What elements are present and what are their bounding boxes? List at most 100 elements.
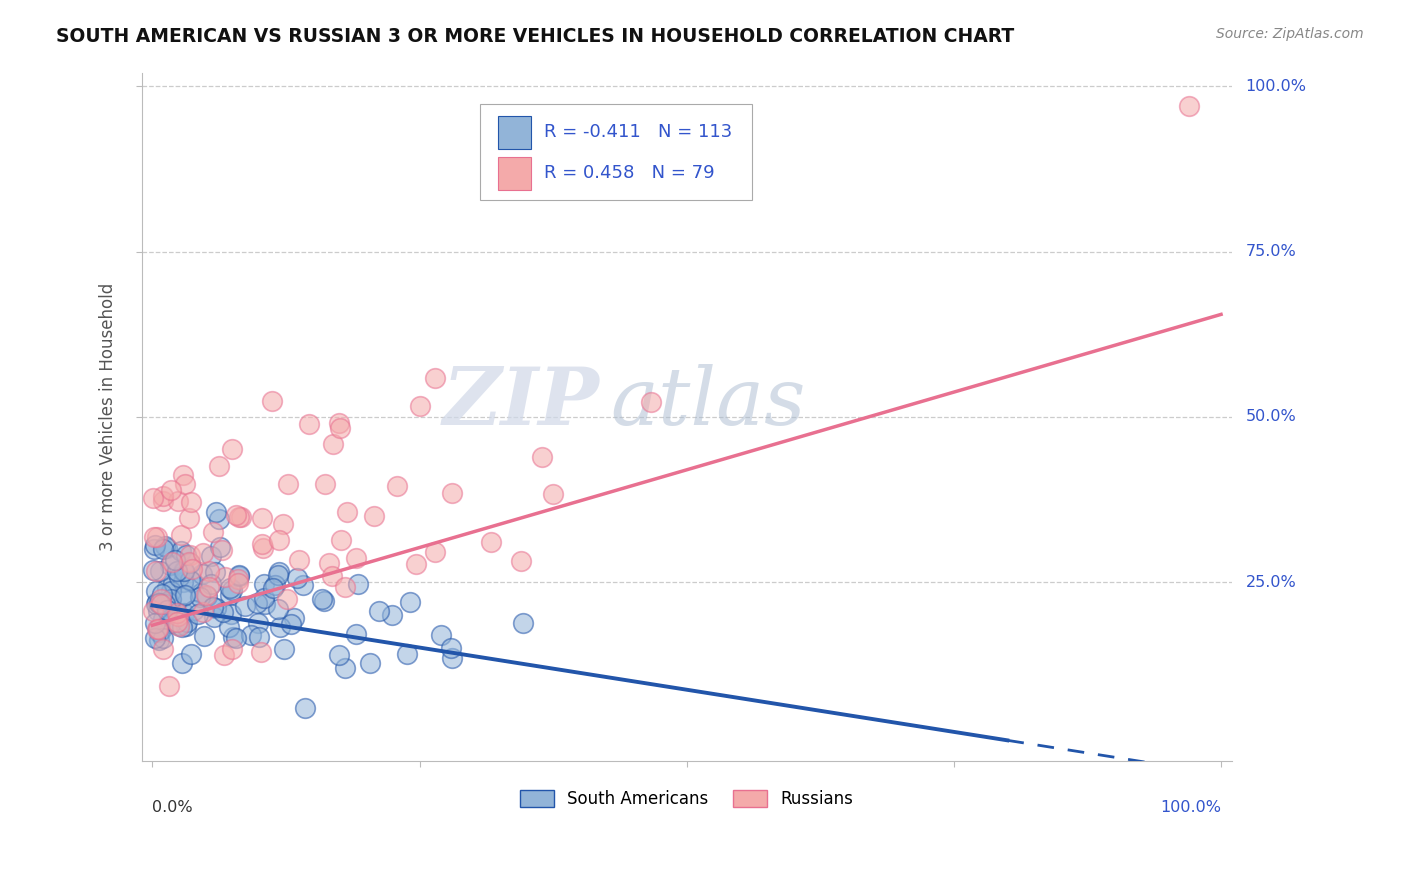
Point (479, 534, 502, 549)
Point (333, 661, 356, 675)
Point (146, 595, 169, 609)
Point (173, 606, 195, 620)
Point (157, 595, 180, 609)
Point (221, 583, 243, 598)
Point (285, 571, 308, 585)
Point (267, 602, 290, 616)
Point (318, 556, 340, 570)
Point (160, 555, 183, 569)
Point (335, 505, 357, 519)
Point (180, 647, 202, 661)
Point (208, 459, 231, 474)
Point (329, 421, 352, 435)
Point (143, 541, 166, 556)
Point (170, 620, 193, 634)
Text: Source: ZipAtlas.com: Source: ZipAtlas.com (1216, 27, 1364, 41)
Point (159, 599, 181, 614)
Point (159, 558, 181, 572)
Point (152, 631, 174, 645)
Point (170, 527, 193, 541)
Point (191, 605, 214, 619)
Point (145, 597, 167, 611)
Point (239, 628, 262, 642)
Text: SOUTH AMERICAN VS RUSSIAN 3 OR MORE VEHICLES IN HOUSEHOLD CORRELATION CHART: SOUTH AMERICAN VS RUSSIAN 3 OR MORE VEHI… (56, 27, 1015, 45)
Y-axis label: 3 or more Vehicles in Household: 3 or more Vehicles in Household (100, 283, 117, 551)
Point (167, 619, 190, 633)
Point (160, 583, 183, 598)
Text: 50.0%: 50.0% (1246, 409, 1296, 425)
Point (179, 510, 201, 524)
Point (160, 483, 183, 498)
Text: 25.0%: 25.0% (1246, 574, 1296, 590)
Point (191, 546, 214, 560)
Point (253, 597, 276, 611)
Point (152, 612, 174, 626)
Point (152, 541, 174, 556)
Point (179, 556, 201, 570)
Point (398, 595, 420, 609)
Point (201, 525, 224, 540)
Point (219, 607, 242, 622)
Point (191, 567, 214, 582)
Point (247, 630, 270, 644)
Point (163, 553, 186, 567)
Point (150, 597, 173, 611)
Point (267, 565, 290, 579)
Text: R = -0.411   N = 113: R = -0.411 N = 113 (544, 123, 733, 141)
Point (166, 564, 188, 578)
Point (146, 622, 169, 636)
Point (156, 541, 179, 555)
Point (160, 592, 183, 607)
Point (152, 641, 174, 656)
Point (176, 615, 198, 629)
Point (233, 599, 256, 613)
Point (263, 578, 285, 592)
Point (150, 624, 173, 638)
Point (181, 574, 204, 589)
Point (221, 442, 243, 457)
Point (179, 549, 201, 563)
Point (219, 588, 242, 602)
Point (200, 577, 222, 591)
Point (156, 603, 179, 617)
Point (221, 642, 243, 657)
Point (142, 563, 165, 577)
Point (225, 632, 247, 646)
Point (280, 617, 302, 632)
Point (174, 619, 197, 633)
Point (368, 604, 391, 618)
Point (231, 509, 253, 524)
Point (183, 603, 205, 617)
Point (276, 591, 298, 606)
Point (214, 570, 236, 584)
Point (269, 620, 291, 634)
Point (346, 577, 368, 591)
Point (333, 580, 356, 594)
Point (440, 485, 463, 500)
Point (157, 679, 180, 693)
Point (142, 604, 165, 618)
Point (228, 567, 250, 582)
Point (246, 596, 269, 610)
Point (283, 611, 305, 625)
Point (148, 625, 170, 640)
Point (166, 607, 188, 621)
Point (250, 511, 273, 525)
Point (267, 533, 290, 547)
Point (152, 489, 174, 503)
Point (208, 512, 231, 526)
Point (294, 701, 316, 715)
Point (219, 581, 242, 595)
Point (162, 576, 184, 591)
Point (423, 545, 446, 559)
Point (510, 554, 533, 568)
Point (253, 591, 276, 605)
Point (166, 615, 188, 629)
Point (531, 450, 554, 465)
Point (246, 615, 269, 630)
Point (440, 640, 463, 655)
Point (211, 542, 233, 557)
Point (195, 589, 218, 603)
Point (146, 622, 169, 636)
Point (143, 615, 166, 630)
